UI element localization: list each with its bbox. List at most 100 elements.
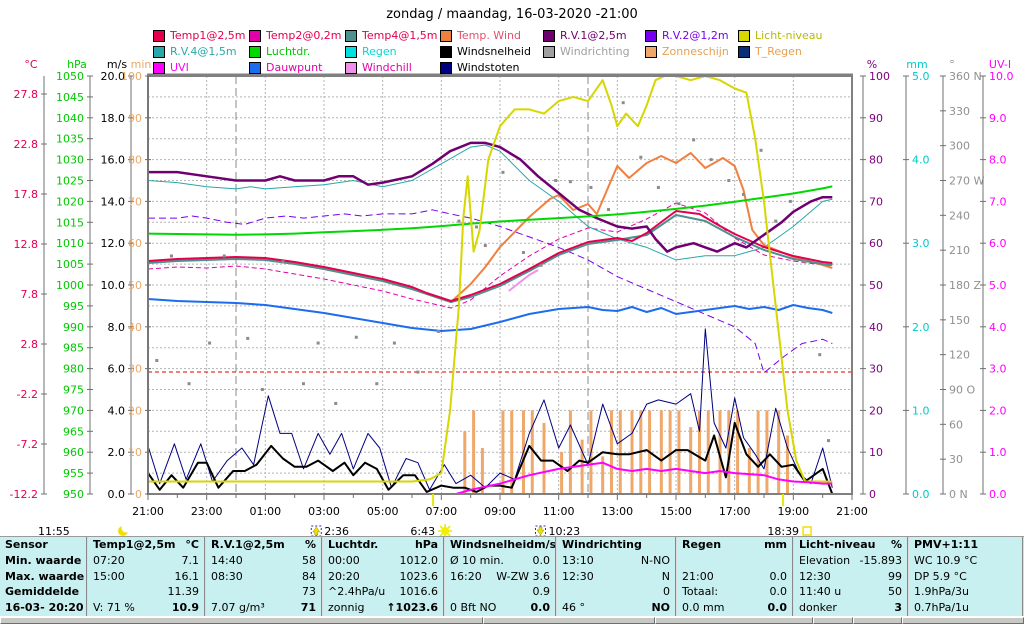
cell-value: 16.1 — [174, 569, 200, 583]
svg-text:UV-I: UV-I — [989, 58, 1011, 71]
legend-item-temp1: Temp1@2,5m — [153, 29, 246, 42]
svg-text:°C: °C — [24, 58, 38, 71]
sun-icon — [438, 524, 453, 536]
cell-time: 07:20 — [93, 553, 125, 567]
svg-text:10: 10 — [869, 446, 883, 459]
svg-text:10: 10 — [128, 446, 142, 459]
table-cell: 16-03- 20:20 — [0, 600, 86, 616]
table-cell: donker 3 — [794, 600, 907, 616]
series-luchtdr — [147, 185, 833, 236]
svg-text:4.0: 4.0 — [989, 321, 1007, 334]
cell-value: 0.0 — [767, 601, 788, 615]
svg-text:1015: 1015 — [56, 216, 84, 229]
table-cell: 12:30 N — [557, 569, 675, 585]
cell-value: 50 — [888, 585, 902, 599]
column-header: Licht-niveau% — [794, 537, 907, 553]
column-header: Windsnelheid m/s — [445, 537, 555, 553]
table-cell: 73 — [206, 584, 321, 600]
cell-time: 46 ° — [562, 601, 585, 615]
cell-value: 1023.6 — [399, 569, 439, 583]
cell-time: 20:20 — [328, 569, 360, 583]
column-header: R.V.1@2,5m% — [206, 537, 321, 553]
legend-label: Windsnelheid — [457, 45, 531, 58]
svg-text:100: 100 — [869, 70, 890, 83]
legend-item-windstoten: Windstoten — [440, 61, 519, 74]
svg-text:03:00: 03:00 — [308, 505, 340, 518]
cell-time: 12:30 — [799, 569, 831, 583]
legend-swatch-temp2 — [249, 29, 261, 42]
svg-text:09:00: 09:00 — [484, 505, 516, 518]
svg-text:240: 240 — [949, 209, 970, 222]
legend-swatch-rv1 — [543, 29, 555, 42]
table-column-windsnelheid: Windsnelheid m/s Ø 10 min. 0.0 16:20 W-ZW 3.6… — [445, 537, 557, 616]
cell-value: 0.9 — [532, 585, 551, 599]
svg-text:mm: mm — [906, 58, 927, 71]
legend-label: Windchill — [362, 61, 412, 74]
cell-value: 0.0 — [769, 585, 788, 599]
cell-value: 0.0 — [530, 601, 551, 615]
series-rv2 — [148, 209, 833, 374]
series-tempwind — [147, 152, 833, 303]
svg-text:120: 120 — [949, 349, 970, 362]
cell-value: -15.893 — [859, 553, 902, 567]
svg-text:975: 975 — [63, 384, 84, 397]
table-cell: Min. waarde — [0, 553, 86, 569]
column-header-label: Licht-niveau — [799, 538, 876, 551]
svg-text:8.0: 8.0 — [108, 321, 126, 334]
svg-text:°: ° — [949, 58, 955, 71]
cell-time: Elevation — [799, 553, 851, 567]
cell-time: 12:30 — [562, 569, 594, 583]
table-cell: 0.7hPa/1u — [909, 600, 1022, 616]
svg-text:14.0: 14.0 — [101, 195, 126, 208]
svg-text:1035: 1035 — [56, 133, 84, 146]
table-column-temp1-2-5m: Temp1@2,5m °C 07:20 7.1 15:00 16.1 11.39 V: 71 … — [88, 537, 206, 616]
cell-value: 3 — [894, 601, 902, 615]
svg-text:27.8: 27.8 — [14, 88, 39, 101]
astro-markers: 11:55 2:36 6:43 10:23 18:39 — [38, 494, 812, 536]
svg-text:990: 990 — [63, 321, 84, 334]
cell-time: Ø 10 min. — [450, 553, 504, 567]
table-cell: 08:30 84 — [206, 569, 321, 585]
legend-swatch-uvi — [153, 61, 165, 74]
svg-text:0.0: 0.0 — [108, 488, 126, 501]
legend-label: Luchtdr. — [266, 45, 311, 58]
column-header: Temp1@2,5m °C — [88, 537, 204, 553]
cell-value: 1012.0 — [399, 553, 439, 567]
svg-text:-7.2: -7.2 — [17, 438, 38, 451]
column-header-unit: °C — [185, 538, 199, 551]
svg-text:1025: 1025 — [56, 175, 84, 188]
legend-swatch-dauwpunt — [249, 61, 261, 74]
svg-text:80: 80 — [128, 154, 142, 167]
legend-label: Regen — [362, 45, 397, 58]
cell-value: 99 — [888, 569, 902, 583]
svg-text:30: 30 — [128, 363, 142, 376]
table-cell: 0 Bft NO 0.0 — [445, 600, 555, 616]
moonrise-icon — [310, 525, 322, 536]
cell-time: 08:30 — [211, 569, 243, 583]
cell-value: 1016.6 — [399, 585, 439, 599]
svg-text:180 Z: 180 Z — [949, 279, 981, 292]
svg-text:21:00: 21:00 — [132, 505, 164, 518]
svg-text:0: 0 — [135, 488, 142, 501]
svg-text:05:00: 05:00 — [367, 505, 399, 518]
column-header-label: R.V.1@2,5m — [211, 538, 285, 551]
cell-time: 11:40 u — [799, 585, 842, 599]
table-cell: V: 71 % 10.9 — [88, 600, 204, 616]
legend-swatch-zonneschijn — [645, 45, 657, 58]
legend-item-windchill: Windchill — [345, 61, 412, 74]
svg-text:960: 960 — [63, 446, 84, 459]
column-header-unit: % — [890, 538, 902, 551]
table-column-luchtdr-: Luchtdr. hPa 00:00 1012.0 20:20 1023.6 ^2.4hPa… — [323, 537, 445, 616]
svg-text:%: % — [867, 58, 877, 71]
page-title: zondag / maandag, 16-03-2020 -21:00 — [386, 7, 638, 22]
svg-text:1030: 1030 — [56, 154, 84, 167]
svg-text:12.0: 12.0 — [101, 237, 126, 250]
column-header-label: Windsnelheid — [450, 538, 535, 551]
series-windchill — [508, 269, 539, 292]
series-licht — [148, 75, 833, 483]
legend-label: Windstoten — [457, 61, 520, 74]
legend-item-temp4: Temp4@1,5m — [345, 29, 438, 42]
svg-text:18:39: 18:39 — [767, 525, 799, 536]
